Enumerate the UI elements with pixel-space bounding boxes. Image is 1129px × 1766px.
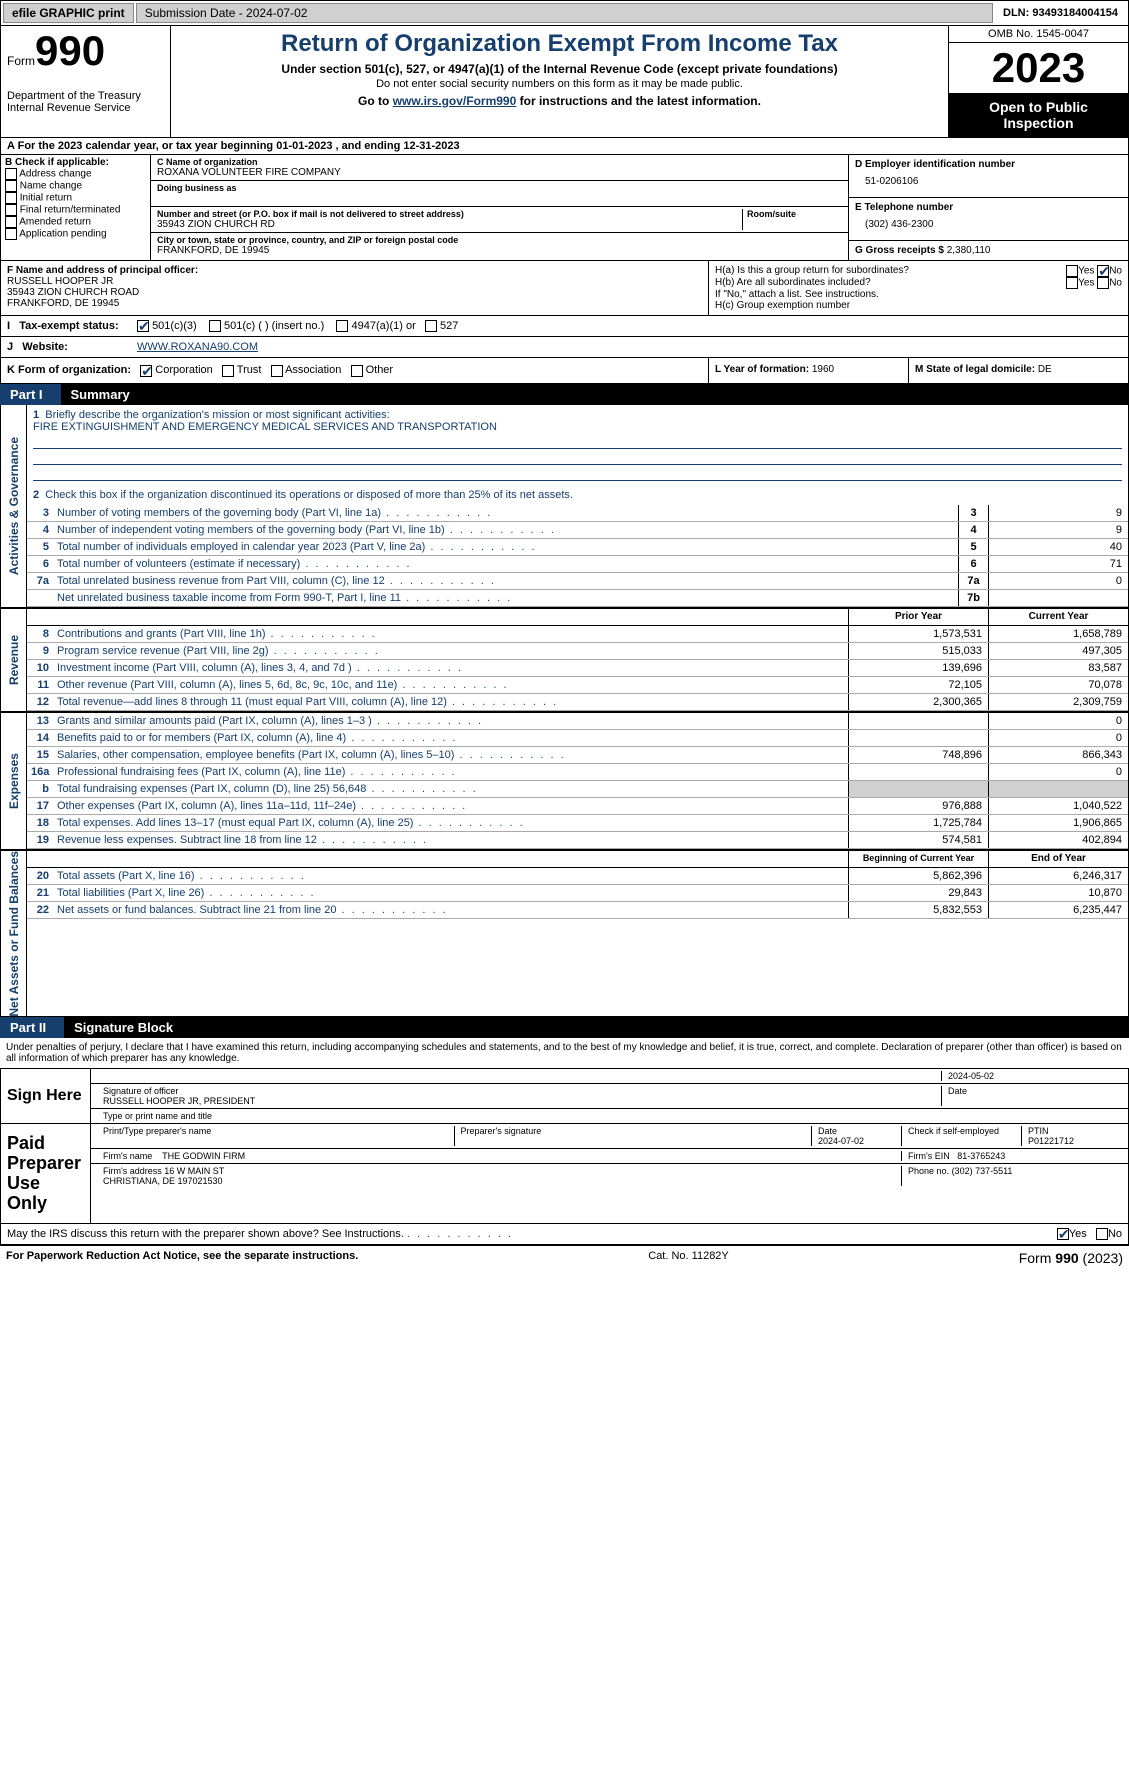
phone: (302) 436-2300 (855, 213, 1122, 236)
section-h: H(a) Is this a group return for subordin… (708, 261, 1128, 315)
part-i-bar: Part I Summary (0, 384, 1129, 405)
check-trust[interactable] (222, 365, 234, 377)
form-header: Form990 Department of the Treasury Inter… (0, 26, 1129, 138)
topbar: efile GRAPHIC print Submission Date - 20… (0, 0, 1129, 26)
ptin: P01221712 (1028, 1136, 1074, 1146)
summary-row: 5Total number of individuals employed in… (27, 539, 1128, 556)
omb-number: OMB No. 1545-0047 (949, 26, 1128, 43)
summary-row: 3Number of voting members of the governi… (27, 505, 1128, 522)
part-ii-bar: Part II Signature Block (0, 1017, 1129, 1038)
dept-treasury: Department of the Treasury Internal Reve… (7, 90, 164, 114)
check-address-change[interactable]: Address change (5, 168, 146, 180)
section-f: F Name and address of principal officer:… (1, 261, 708, 315)
check-other[interactable] (351, 365, 363, 377)
check-527[interactable] (425, 320, 437, 332)
revenue-header: Prior Year Current Year (27, 609, 1128, 626)
summary-row: 4Number of independent voting members of… (27, 522, 1128, 539)
side-governance: Activities & Governance (1, 405, 27, 607)
section-c: C Name of organizationROXANA VOLUNTEER F… (151, 155, 848, 260)
tax-exempt-status: 501(c)(3) 501(c) ( ) (insert no.) 4947(a… (131, 316, 1128, 336)
form-number: 990 (35, 27, 105, 74)
side-expenses: Expenses (1, 713, 27, 849)
summary-row: 17Other expenses (Part IX, column (A), l… (27, 798, 1128, 815)
line-2-discontinued: 2 Check this box if the organization dis… (27, 485, 1128, 505)
open-to-public: Open to Public Inspection (949, 93, 1128, 137)
tax-year: 2023 (949, 43, 1128, 93)
side-net-assets: Net Assets or Fund Balances (1, 851, 27, 1017)
section-k: K Form of organization: Corporation Trus… (1, 358, 708, 382)
summary-row: 15Salaries, other compensation, employee… (27, 747, 1128, 764)
gross-receipts: 2,380,110 (947, 245, 991, 256)
mission-text: FIRE EXTINGUISHMENT AND EMERGENCY MEDICA… (33, 421, 497, 433)
check-501c3[interactable] (137, 320, 149, 332)
summary-row: 21Total liabilities (Part X, line 26)29,… (27, 885, 1128, 902)
paid-preparer-block: Paid Preparer Use Only Print/Type prepar… (0, 1124, 1129, 1224)
summary-row: 13Grants and similar amounts paid (Part … (27, 713, 1128, 730)
section-l: L Year of formation: 1960 (708, 358, 908, 382)
submission-date: Submission Date - 2024-07-02 (136, 3, 993, 23)
form-subtitle-1: Under section 501(c), 527, or 4947(a)(1)… (177, 62, 942, 76)
firm-phone: (302) 737-5511 (952, 1166, 1013, 1176)
irs-link[interactable]: www.irs.gov/Form990 (393, 94, 517, 108)
label-i: I Tax-exempt status: (1, 316, 131, 336)
summary-row: 18Total expenses. Add lines 13–17 (must … (27, 815, 1128, 832)
summary-row: 6Total number of volunteers (estimate if… (27, 556, 1128, 573)
check-application-pending[interactable]: Application pending (5, 228, 146, 240)
dln: DLN: 93493184004154 (993, 5, 1128, 21)
discuss-yes[interactable] (1057, 1228, 1069, 1240)
check-corporation[interactable] (140, 365, 152, 377)
form-title: Return of Organization Exempt From Incom… (177, 30, 942, 58)
line-a-tax-year: A For the 2023 calendar year, or tax yea… (0, 138, 1129, 155)
website-link[interactable]: WWW.ROXANA90.COM (137, 341, 258, 353)
section-m: M State of legal domicile: DE (908, 358, 1128, 382)
ein: 51-0206106 (855, 170, 1122, 193)
org-street: 35943 ZION CHURCH RD (157, 219, 742, 230)
summary-row: Net unrelated business taxable income fr… (27, 590, 1128, 607)
check-501c[interactable] (209, 320, 221, 332)
summary-row: 20Total assets (Part X, line 16)5,862,39… (27, 868, 1128, 885)
org-city: FRANKFORD, DE 19945 (157, 245, 842, 256)
discuss-no[interactable] (1096, 1228, 1108, 1240)
form-word: Form (7, 54, 35, 68)
org-name: ROXANA VOLUNTEER FIRE COMPANY (157, 167, 842, 178)
check-initial-return[interactable]: Initial return (5, 192, 146, 204)
sign-date: 2024-05-02 (942, 1071, 1122, 1081)
summary-row: 14Benefits paid to or for members (Part … (27, 730, 1128, 747)
summary-row: 11Other revenue (Part VIII, column (A), … (27, 677, 1128, 694)
check-amended-return[interactable]: Amended return (5, 216, 146, 228)
summary-row: 16aProfessional fundraising fees (Part I… (27, 764, 1128, 781)
summary-row: 9Program service revenue (Part VIII, lin… (27, 643, 1128, 660)
summary-row: 8Contributions and grants (Part VIII, li… (27, 626, 1128, 643)
form-subtitle-2: Do not enter social security numbers on … (177, 78, 942, 90)
discuss-with-preparer: May the IRS discuss this return with the… (0, 1224, 1129, 1245)
summary-row: 19Revenue less expenses. Subtract line 1… (27, 832, 1128, 849)
summary-row: 10Investment income (Part VIII, column (… (27, 660, 1128, 677)
prep-date: 2024-07-02 (818, 1136, 864, 1146)
officer-name: RUSSELL HOOPER JR (7, 276, 702, 287)
side-revenue: Revenue (1, 609, 27, 711)
perjury-statement: Under penalties of perjury, I declare th… (0, 1038, 1129, 1068)
efile-print-button[interactable]: efile GRAPHIC print (3, 3, 134, 23)
summary-row: 22Net assets or fund balances. Subtract … (27, 902, 1128, 919)
mission-block: 1 Briefly describe the organization's mi… (27, 405, 1128, 485)
section-d-e-g: D Employer identification number51-02061… (848, 155, 1128, 260)
summary-row: 12Total revenue—add lines 8 through 11 (… (27, 694, 1128, 711)
firm-ein: 81-3765243 (957, 1151, 1005, 1161)
firm-name: THE GODWIN FIRM (162, 1151, 245, 1161)
section-b: B Check if applicable: Address change Na… (1, 155, 151, 260)
net-header: Beginning of Current Year End of Year (27, 851, 1128, 868)
check-final-return[interactable]: Final return/terminated (5, 204, 146, 216)
page-footer: For Paperwork Reduction Act Notice, see … (0, 1245, 1129, 1270)
form-subtitle-3: Go to www.irs.gov/Form990 for instructio… (177, 94, 942, 108)
summary-row: 7aTotal unrelated business revenue from … (27, 573, 1128, 590)
officer-signature: RUSSELL HOOPER JR, PRESIDENT (103, 1096, 935, 1106)
check-4947[interactable] (336, 320, 348, 332)
check-association[interactable] (271, 365, 283, 377)
check-name-change[interactable]: Name change (5, 180, 146, 192)
summary-row: bTotal fundraising expenses (Part IX, co… (27, 781, 1128, 798)
label-j: J Website: (1, 337, 131, 357)
sign-here-block: Sign Here 2024-05-02 Signature of office… (0, 1068, 1129, 1124)
